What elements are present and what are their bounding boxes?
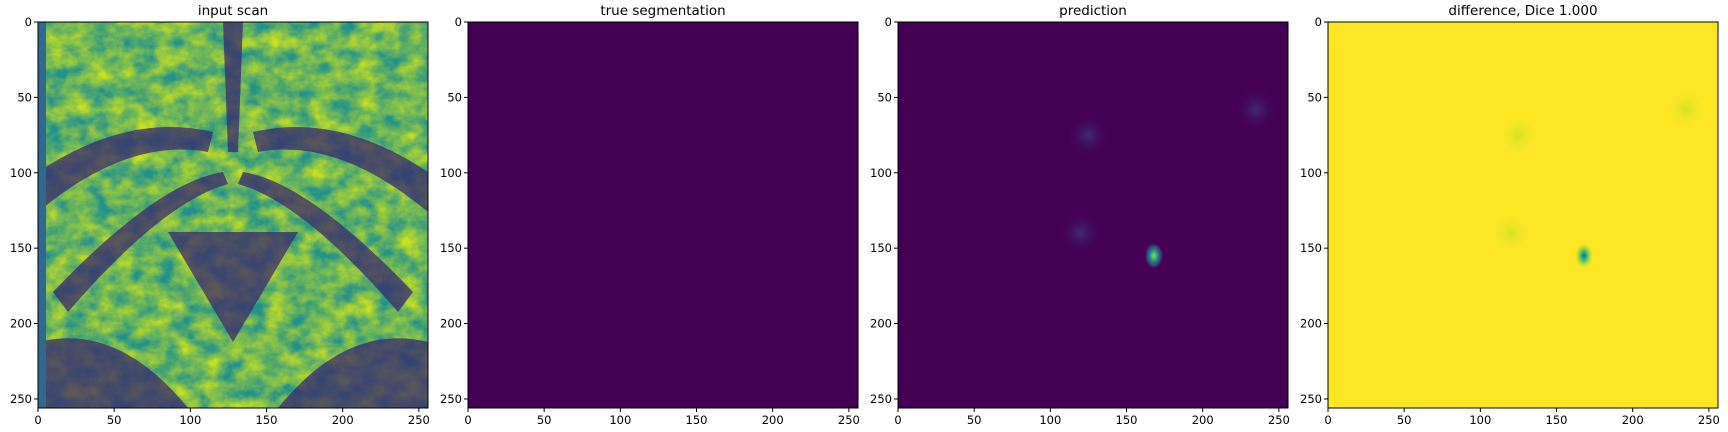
- x-tick-label: 50: [107, 413, 122, 427]
- x-tick-label: 250: [1268, 413, 1290, 427]
- x-tick-label: 0: [34, 413, 41, 427]
- hotspot: [1234, 87, 1279, 132]
- axes-frame: [467, 21, 859, 409]
- heatmap-image: [468, 22, 858, 408]
- x-tick-label: 150: [256, 413, 278, 427]
- y-tick-label: 100: [440, 166, 462, 180]
- x-tick-label: 100: [609, 413, 631, 427]
- axes-frame: [897, 21, 1289, 409]
- hotspot: [1664, 87, 1709, 132]
- x-tick-label: 100: [179, 413, 201, 427]
- x-tick-label: 150: [686, 413, 708, 427]
- x-tick-label: 200: [1622, 413, 1644, 427]
- panel-title: difference, Dice 1.000: [1448, 3, 1597, 19]
- hotspot: [1573, 241, 1594, 270]
- panel-title: prediction: [1059, 3, 1127, 19]
- y-tick-label: 150: [10, 241, 32, 255]
- y-tick-label: 150: [440, 241, 462, 255]
- panel-title: input scan: [198, 3, 268, 19]
- axes-frame: [37, 21, 429, 409]
- x-tick-label: 200: [1192, 413, 1214, 427]
- y-tick-label: 200: [10, 317, 32, 331]
- y-tick-label: 250: [1300, 392, 1322, 406]
- y-tick-label: 50: [877, 90, 892, 104]
- x-tick-label: 150: [1546, 413, 1568, 427]
- y-tick-label: 200: [870, 317, 892, 331]
- hotspot: [1488, 211, 1533, 256]
- x-tick-label: 200: [332, 413, 354, 427]
- y-tick-label: 0: [885, 15, 892, 29]
- x-tick-label: 0: [894, 413, 901, 427]
- x-tick-label: 0: [464, 413, 471, 427]
- y-tick-label: 0: [1315, 15, 1322, 29]
- y-tick-label: 150: [870, 241, 892, 255]
- x-tick-label: 50: [967, 413, 982, 427]
- hotspot: [1496, 113, 1541, 158]
- hotspot: [1066, 113, 1111, 158]
- hotspot: [1058, 211, 1103, 256]
- x-tick-label: 200: [762, 413, 784, 427]
- x-tick-label: 100: [1469, 413, 1491, 427]
- y-tick-label: 200: [440, 317, 462, 331]
- x-tick-label: 150: [1116, 413, 1138, 427]
- axes-frame: [1327, 21, 1719, 409]
- heatmap-image: [1328, 22, 1718, 408]
- y-tick-label: 200: [1300, 317, 1322, 331]
- y-tick-label: 50: [17, 90, 32, 104]
- y-tick-label: 150: [1300, 241, 1322, 255]
- x-tick-label: 250: [1698, 413, 1720, 427]
- y-tick-label: 0: [25, 15, 32, 29]
- x-tick-label: 50: [1397, 413, 1412, 427]
- y-tick-label: 0: [455, 15, 462, 29]
- y-tick-label: 100: [1300, 166, 1322, 180]
- y-tick-label: 250: [10, 392, 32, 406]
- hotspot: [1143, 241, 1164, 270]
- y-tick-label: 100: [10, 166, 32, 180]
- y-tick-label: 50: [447, 90, 462, 104]
- x-tick-label: 100: [1039, 413, 1061, 427]
- x-tick-label: 250: [408, 413, 430, 427]
- x-tick-label: 50: [537, 413, 552, 427]
- heatmap-image: [38, 22, 428, 408]
- y-tick-label: 250: [440, 392, 462, 406]
- y-tick-label: 250: [870, 392, 892, 406]
- heatmap-image: [898, 22, 1288, 408]
- panel-title: true segmentation: [600, 3, 725, 19]
- x-tick-label: 250: [838, 413, 860, 427]
- y-tick-label: 50: [1307, 90, 1322, 104]
- y-tick-label: 100: [870, 166, 892, 180]
- x-tick-label: 0: [1324, 413, 1331, 427]
